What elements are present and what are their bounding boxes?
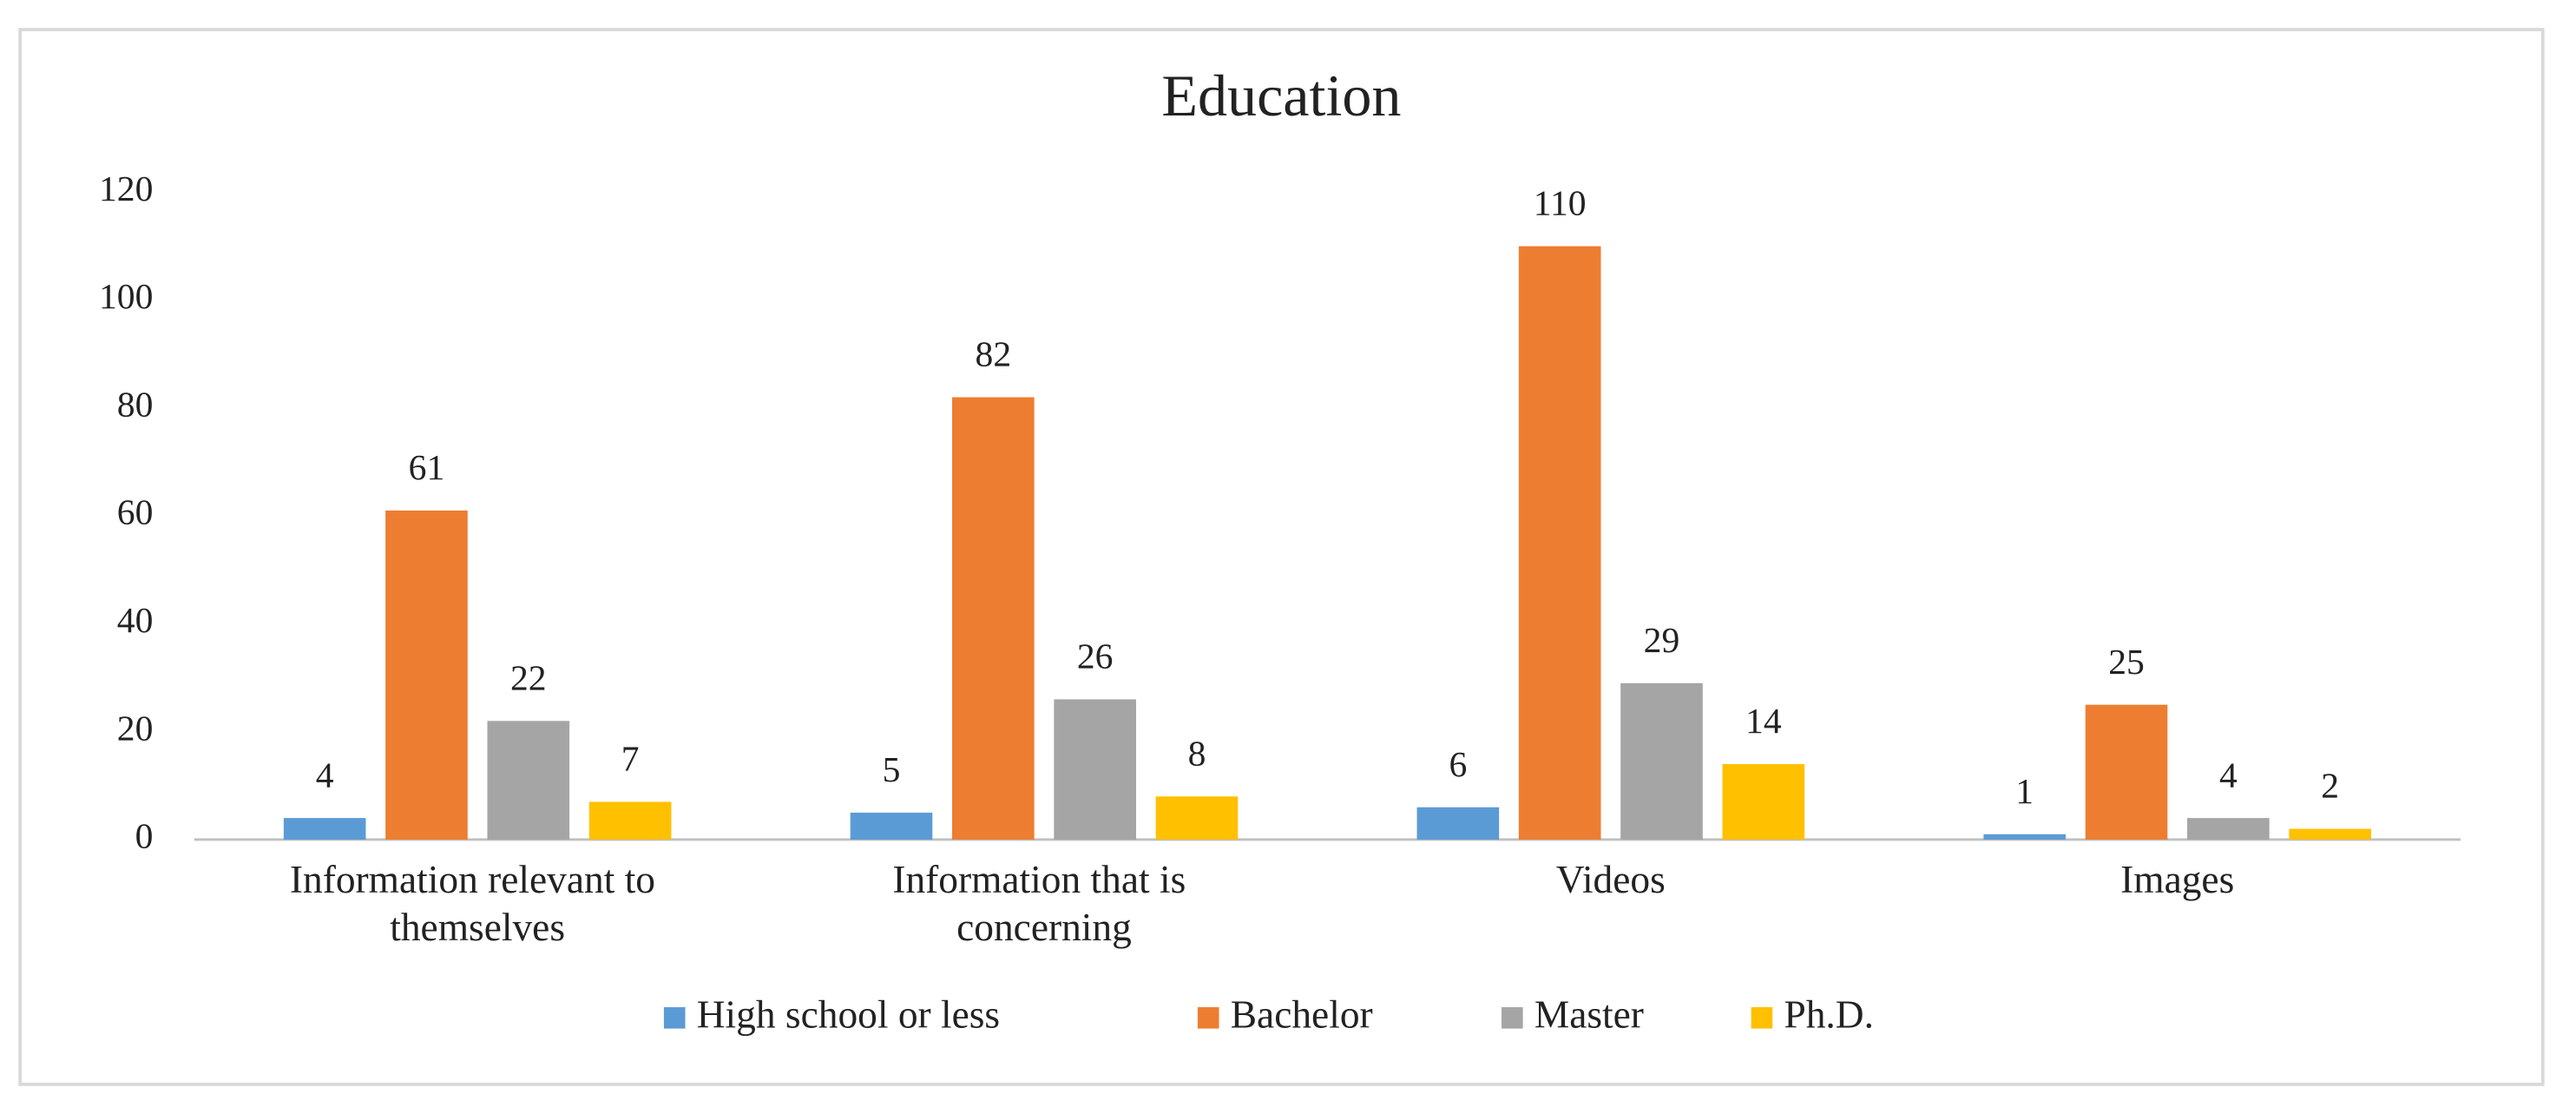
bar xyxy=(1054,699,1136,840)
value-label: 29 xyxy=(1644,621,1680,661)
y-tick-label: 120 xyxy=(99,169,153,209)
x-tick-label: Information that is concerning xyxy=(892,858,1195,949)
value-label: 4 xyxy=(316,755,334,795)
bar xyxy=(1416,807,1500,840)
value-label: 7 xyxy=(621,740,640,780)
chart-title: Education xyxy=(1161,63,1401,129)
bar xyxy=(283,818,366,840)
bar xyxy=(1155,796,1239,840)
value-label: 61 xyxy=(409,448,445,488)
bar xyxy=(487,721,570,840)
x-tick-label: Videos xyxy=(1556,858,1666,901)
bar xyxy=(385,510,468,840)
value-label: 2 xyxy=(2321,767,2339,807)
value-label: 5 xyxy=(883,750,901,790)
y-tick-label: 0 xyxy=(135,817,154,857)
bar xyxy=(1722,763,1805,840)
legend-label: Bachelor xyxy=(1231,993,1373,1037)
legend-label: Ph.D. xyxy=(1784,993,1873,1037)
x-tick-label: Images xyxy=(2120,858,2234,901)
bar xyxy=(2289,828,2371,840)
value-label: 6 xyxy=(1449,745,1467,785)
value-label: 25 xyxy=(2108,643,2145,682)
legend-swatch xyxy=(1751,1006,1773,1029)
value-label: 8 xyxy=(1188,734,1206,774)
legend-label: Master xyxy=(1534,993,1644,1037)
value-label: 110 xyxy=(1534,184,1587,224)
bar xyxy=(2085,704,2168,840)
value-label: 82 xyxy=(976,335,1012,375)
legend-swatch xyxy=(1502,1006,1523,1029)
y-tick-label: 60 xyxy=(117,493,154,533)
value-label: 1 xyxy=(2015,772,2034,812)
legend-swatch xyxy=(1197,1006,1219,1029)
bar xyxy=(1983,834,2067,840)
bar xyxy=(1518,246,1601,840)
y-tick-label: 20 xyxy=(117,709,154,748)
y-tick-label: 80 xyxy=(117,385,154,425)
legend-label: High school or less xyxy=(697,993,1000,1037)
value-label: 26 xyxy=(1077,637,1114,677)
bar xyxy=(1620,682,1703,840)
bar xyxy=(850,812,933,840)
value-label: 14 xyxy=(1745,702,1782,742)
y-tick-label: 40 xyxy=(117,601,154,641)
bar xyxy=(588,801,672,840)
bar xyxy=(2187,818,2270,840)
legend-swatch xyxy=(663,1006,686,1029)
y-tick-label: 100 xyxy=(99,277,153,317)
value-label: 4 xyxy=(2219,755,2238,795)
value-label: 22 xyxy=(510,658,547,698)
x-tick-label: Information relevant to themselves xyxy=(290,858,665,949)
bar xyxy=(952,397,1035,840)
